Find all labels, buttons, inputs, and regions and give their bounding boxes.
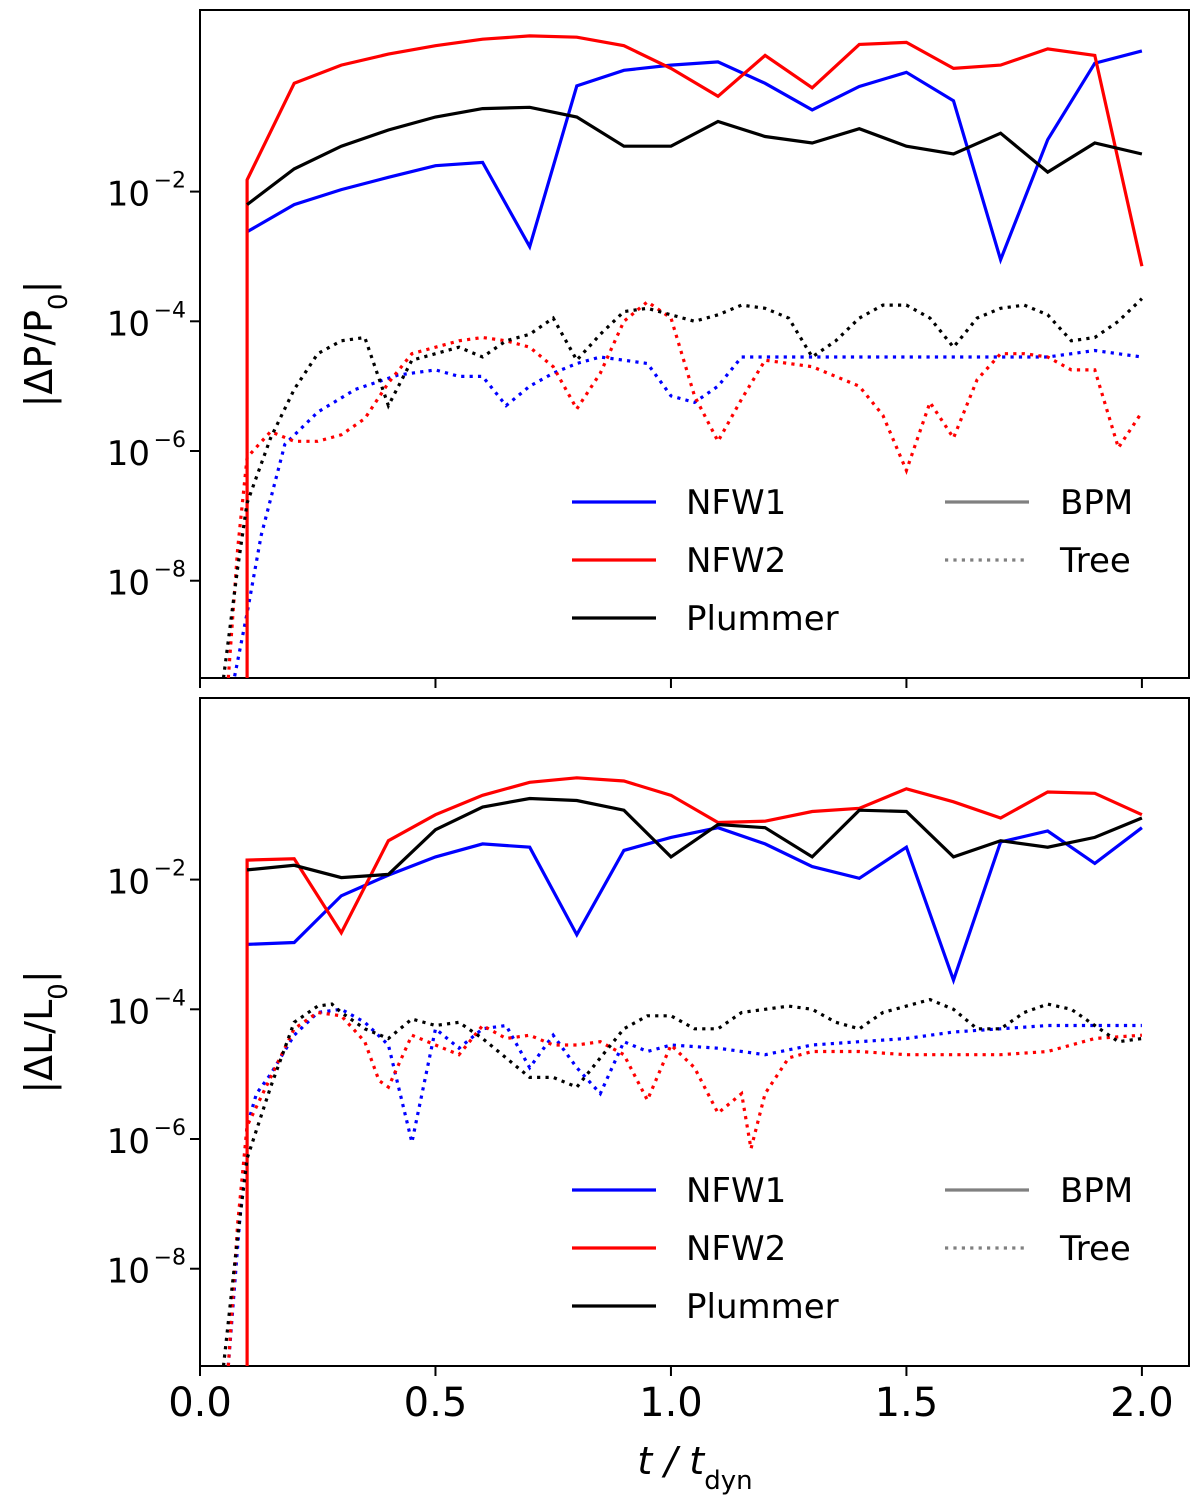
top-series-group: [221, 34, 1144, 678]
bottom-ytick-label: 10: [107, 863, 150, 903]
bottom-ytick-exponent: −4: [154, 986, 186, 1011]
top-series-plummer-tree: [221, 297, 1144, 678]
bottom-series-nfw1-tree: [226, 1007, 1142, 1366]
top-legend-label-nfw1: NFW1: [686, 483, 786, 523]
top-series-nfw2-bpm: [245, 34, 1144, 678]
top-ytick-exponent: −6: [154, 428, 186, 453]
xtick-label: 2.0: [1110, 1380, 1174, 1426]
top-series-nfw2-tree: [226, 299, 1144, 678]
top-ytick-exponent: −8: [154, 558, 186, 583]
bottom-series-group: [221, 776, 1143, 1366]
bottom-ytick-label: 10: [107, 992, 150, 1032]
top-legend-label-bpm: BPM: [1060, 483, 1133, 523]
bottom-y-axis-title: |ΔL/L0|: [17, 970, 74, 1093]
top-legend: NFW1 NFW2 Plummer BPM Tree: [572, 483, 1133, 639]
top-ytick-label: 10: [107, 175, 150, 215]
xtick-label: 1.0: [639, 1380, 703, 1426]
bottom-series-plummer-bpm: [246, 796, 1143, 880]
top-panel: 10−210−410−610−8 |ΔP/P0| NFW1NFW2Plummer…: [17, 9, 1190, 688]
top-legend-label-nfw2: NFW2: [686, 541, 786, 581]
bottom-y-ticks: 10−210−410−610−8: [107, 857, 200, 1292]
bottom-plot-frame: [199, 697, 1190, 1367]
bottom-series-nfw1-bpm: [247, 826, 1143, 985]
top-legend-label-plummer: Plummer: [686, 599, 839, 639]
bottom-legend-label-tree: Tree: [1059, 1229, 1131, 1269]
top-x-ticks: [199, 678, 1143, 688]
bottom-legend-label-nfw1: NFW1: [686, 1171, 786, 1211]
top-y-ticks: 10−210−410−610−8: [107, 169, 200, 604]
bottom-legend-label-plummer: Plummer: [686, 1287, 839, 1327]
top-series-nfw1-tree: [232, 348, 1143, 678]
xtick-label: 0.0: [168, 1380, 232, 1426]
bottom-x-ticks: 0.0 0.5 1.0 1.5 2.0: [168, 1366, 1174, 1426]
top-ytick-label: 10: [107, 434, 150, 474]
xtick-label: 0.5: [404, 1380, 468, 1426]
top-ytick-label: 10: [107, 304, 150, 344]
top-series-plummer-bpm: [246, 105, 1143, 206]
top-ytick-exponent: −2: [154, 169, 186, 194]
bottom-series-nfw2-tree: [226, 1010, 1143, 1366]
bottom-ytick-exponent: −8: [154, 1246, 186, 1271]
bottom-legend-label-nfw2: NFW2: [686, 1229, 786, 1269]
xtick-label: 1.5: [875, 1380, 939, 1426]
bottom-legend-label-bpm: BPM: [1060, 1171, 1133, 1211]
bottom-ytick-exponent: −6: [154, 1116, 186, 1141]
bottom-ytick-exponent: −2: [154, 857, 186, 882]
bottom-panel: 10−210−410−610−8 0.0 0.5 1.0 1.5 2.0 |ΔL/L0|…: [17, 697, 1190, 1426]
bottom-series-plummer-tree: [221, 997, 1143, 1366]
bottom-ytick-label: 10: [107, 1252, 150, 1292]
bottom-ytick-label: 10: [107, 1122, 150, 1162]
top-ytick-exponent: −4: [154, 298, 186, 323]
top-y-axis-title: |ΔP/P0|: [17, 281, 74, 408]
top-plot-frame: [199, 9, 1190, 679]
x-axis-title: t / tdyn: [637, 1439, 752, 1496]
bottom-series-nfw2-bpm: [245, 776, 1143, 1366]
top-ytick-label: 10: [107, 564, 150, 604]
bottom-legend: NFW1 NFW2 Plummer BPM Tree: [572, 1171, 1133, 1327]
top-legend-label-tree: Tree: [1059, 541, 1131, 581]
top-series-nfw1-bpm: [246, 49, 1143, 265]
